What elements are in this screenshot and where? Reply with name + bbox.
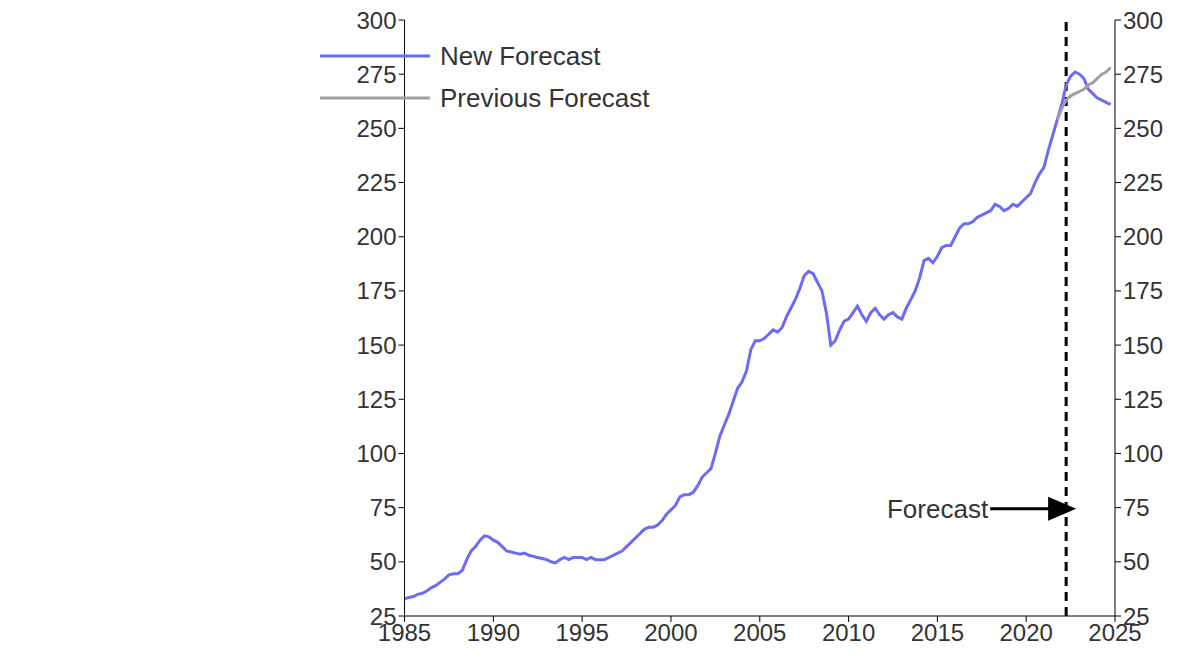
svg-text:275: 275 — [356, 61, 396, 88]
svg-text:125: 125 — [356, 386, 396, 413]
svg-text:300: 300 — [356, 7, 396, 34]
svg-text:150: 150 — [356, 332, 396, 359]
svg-text:175: 175 — [356, 277, 396, 304]
svg-text:1995: 1995 — [555, 619, 608, 646]
svg-text:250: 250 — [356, 115, 396, 142]
svg-text:Forecast: Forecast — [887, 494, 989, 524]
svg-text:275: 275 — [1123, 61, 1163, 88]
svg-text:1985: 1985 — [377, 619, 432, 646]
svg-text:25: 25 — [1123, 603, 1150, 630]
svg-text:150: 150 — [1123, 332, 1163, 359]
svg-text:175: 175 — [1123, 277, 1163, 304]
svg-text:50: 50 — [1123, 548, 1150, 575]
svg-text:100: 100 — [1123, 440, 1163, 467]
svg-text:200: 200 — [1123, 223, 1163, 250]
svg-text:2015: 2015 — [911, 619, 964, 646]
svg-text:2025: 2025 — [1088, 619, 1142, 646]
svg-text:225: 225 — [1123, 169, 1163, 196]
svg-text:100: 100 — [356, 440, 396, 467]
svg-text:2005: 2005 — [733, 619, 786, 646]
svg-text:75: 75 — [370, 494, 397, 521]
svg-text:1990: 1990 — [467, 619, 520, 646]
svg-text:2000: 2000 — [644, 619, 697, 646]
svg-text:50: 50 — [370, 548, 397, 575]
html-text:New Forecast: New Forecast — [440, 40, 601, 71]
html-text:Previous Forecast: Previous Forecast — [440, 82, 650, 113]
svg-text:300: 300 — [1123, 7, 1163, 34]
svg-text:25: 25 — [370, 603, 397, 630]
svg-text:2010: 2010 — [822, 619, 875, 646]
svg-text:250: 250 — [1123, 115, 1163, 142]
svg-text:75: 75 — [1123, 494, 1150, 521]
svg-text:225: 225 — [356, 169, 396, 196]
svg-text:125: 125 — [1123, 386, 1163, 413]
svg-text:200: 200 — [356, 223, 396, 250]
svg-text:2020: 2020 — [999, 619, 1052, 646]
